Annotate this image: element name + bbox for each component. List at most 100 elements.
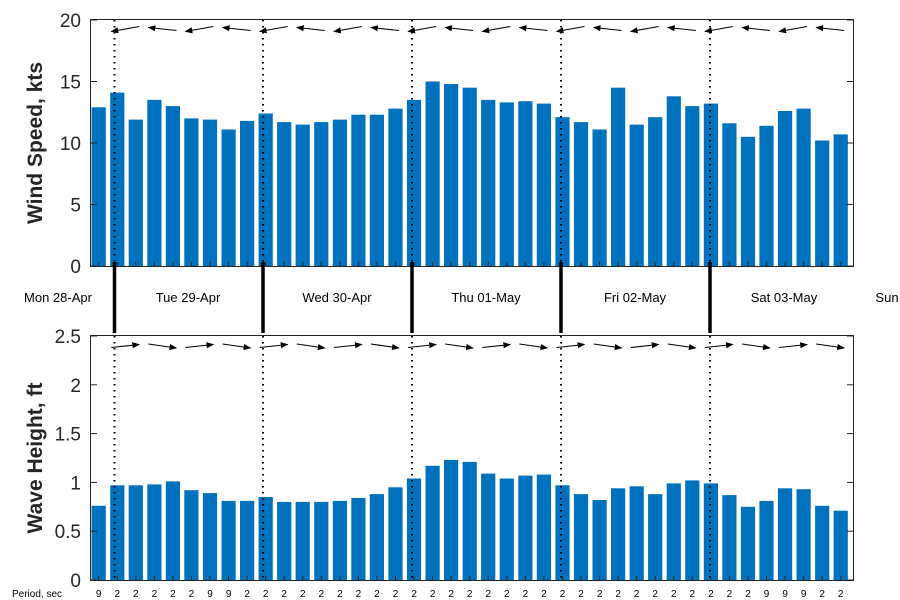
wave-bar — [481, 473, 496, 580]
period-value: 2 — [690, 589, 696, 600]
wind-bar — [666, 96, 681, 266]
wind-bar — [202, 119, 218, 266]
wind-bar — [815, 140, 830, 266]
period-value: 9 — [782, 589, 788, 600]
period-value: 2 — [597, 589, 603, 600]
wind-bar — [518, 101, 533, 266]
wave-direction-arrow — [296, 343, 326, 351]
day-label: Mon 28-Apr — [24, 290, 93, 305]
wave-bar — [536, 474, 551, 580]
wave-bar — [332, 500, 347, 580]
wind-bars — [91, 81, 848, 267]
period-value: 2 — [115, 589, 121, 600]
wind-bar — [555, 117, 570, 266]
wind-bar — [406, 99, 422, 267]
period-value: 2 — [170, 589, 176, 600]
period-value: 2 — [319, 589, 325, 600]
wind-direction-arrow — [370, 25, 399, 32]
wave-direction-arrow — [593, 343, 623, 351]
period-value: 2 — [634, 589, 640, 600]
wind-bar — [369, 114, 384, 266]
wind-direction-arrow — [629, 25, 659, 34]
wave-bars — [91, 460, 848, 580]
wave-bar — [685, 480, 700, 580]
wave-direction-arrow — [445, 343, 474, 351]
wave-bar — [221, 500, 236, 580]
wave-direction-arrow — [741, 343, 771, 351]
wind-direction-arrow — [296, 25, 325, 32]
wave-direction-arrow — [482, 342, 512, 349]
wind-bar — [611, 87, 626, 266]
wave-bar — [629, 486, 644, 580]
wave-direction-arrow — [704, 342, 734, 349]
wind-bar — [703, 103, 718, 266]
wind-direction-arrow — [221, 25, 251, 32]
period-value: 9 — [764, 589, 770, 600]
wind-direction-arrow — [110, 25, 140, 34]
wave-bar — [314, 501, 329, 580]
period-value: 2 — [819, 589, 825, 600]
wave-bar — [147, 484, 162, 580]
period-value: 9 — [801, 589, 807, 600]
wind-ytick-label: 5 — [70, 196, 81, 217]
wave-bar — [778, 488, 793, 580]
wave-direction-arrow — [185, 342, 215, 349]
wind-bar — [165, 106, 180, 266]
wave-bar — [833, 510, 848, 580]
period-label: Period, sec — [12, 589, 62, 600]
wave-y-axis-label: Wave Height, ft — [24, 383, 47, 534]
period-value: 9 — [96, 589, 102, 600]
wave-bar — [406, 478, 422, 580]
period-value: 2 — [189, 589, 195, 600]
wave-bar — [611, 488, 626, 580]
wave-direction-arrow — [222, 343, 252, 351]
wave-bar — [165, 481, 180, 580]
wind-direction-arrow — [444, 25, 474, 32]
day-label: Fri 02-May — [604, 290, 667, 305]
period-value: 2 — [281, 589, 287, 600]
wind-bar — [481, 99, 496, 267]
wind-bar — [240, 120, 255, 267]
wind-y-ticks: 0 5 10 15 20 — [60, 11, 853, 278]
period-value: 2 — [448, 589, 454, 600]
wind-bar — [499, 102, 514, 267]
wave-bar — [796, 489, 811, 580]
period-value: 2 — [133, 589, 139, 600]
period-value: 2 — [374, 589, 380, 600]
wave-bar — [740, 506, 756, 580]
period-value: 2 — [708, 589, 714, 600]
wind-ytick-label: 20 — [60, 11, 81, 32]
period-value: 2 — [356, 589, 362, 600]
wind-bar — [536, 103, 551, 266]
wind-direction-arrow — [555, 25, 585, 34]
period-value: 2 — [727, 589, 733, 600]
wave-direction-arrow — [519, 343, 549, 351]
wave-y-ticks: 0 0.5 1 1.5 2 2.5 — [55, 327, 853, 592]
wave-bar — [388, 487, 403, 580]
wind-bar — [444, 84, 459, 266]
wind-bar — [833, 134, 848, 266]
day-label: Sat 03-May — [751, 290, 818, 305]
wind-direction-arrow — [592, 25, 622, 32]
wind-axes-box — [90, 19, 854, 267]
wave-direction-arrow — [408, 342, 437, 349]
wave-direction-arrow — [259, 342, 289, 349]
period-value: 2 — [523, 589, 529, 600]
wave-ytick-label: 0.5 — [55, 522, 81, 543]
wind-direction-arrow — [518, 25, 548, 32]
day-label: Sun — [875, 290, 898, 305]
wave-bar — [128, 485, 143, 580]
period-value: 2 — [504, 589, 510, 600]
wind-day-dividers — [113, 20, 711, 266]
wind-bar — [277, 122, 292, 266]
wave-ytick-label: 2 — [70, 376, 81, 397]
wave-bar — [759, 500, 774, 580]
wave-direction-arrow — [630, 342, 660, 349]
wind-direction-arrow — [741, 25, 771, 32]
period-value: 2 — [486, 589, 492, 600]
wind-direction-arrow — [333, 25, 362, 34]
wind-y-axis-label: Wind Speed, kts — [24, 62, 47, 224]
wave-direction-arrows — [111, 342, 845, 351]
period-value: 2 — [652, 589, 658, 600]
wind-ytick-label: 0 — [70, 257, 81, 278]
